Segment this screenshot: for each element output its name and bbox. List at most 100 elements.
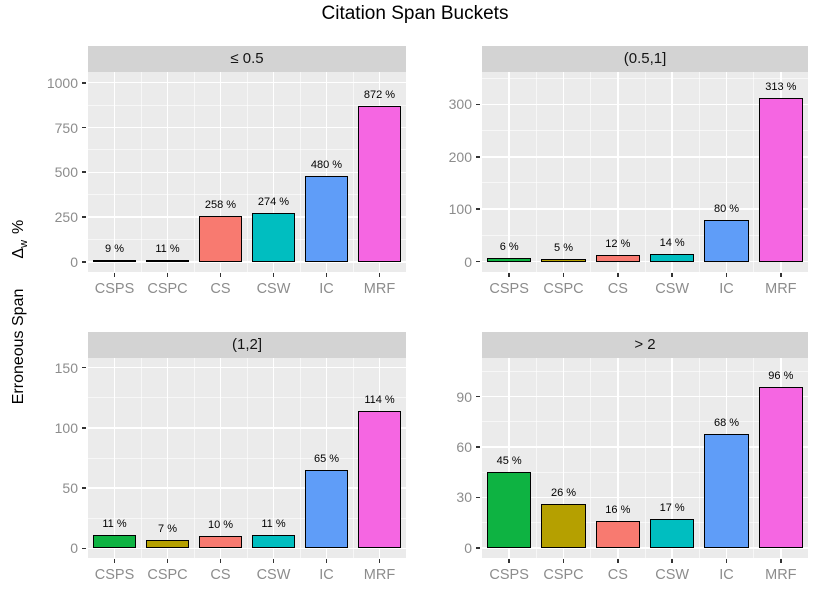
x-tick-label: CSPS (94, 567, 135, 583)
y-tick-mark (476, 208, 480, 210)
gridline-major-vertical (508, 72, 510, 272)
gridline-major-horizontal (88, 81, 406, 84)
bar-value-label: 11 % (102, 518, 127, 531)
x-tick-mark (272, 273, 275, 277)
gridline-major-horizontal (482, 208, 808, 210)
bar-value-label: 16 % (605, 504, 631, 517)
bar-value-label: 7 % (158, 522, 177, 535)
bar (595, 521, 641, 548)
gridline-major-horizontal (88, 487, 406, 489)
bar (541, 258, 586, 262)
y-tick-label: 250 (54, 209, 78, 226)
x-tick-mark (725, 273, 728, 277)
bar-value-label: 11 % (155, 242, 180, 255)
gridline-minor-vertical (698, 358, 700, 558)
gridline-major-vertical (219, 358, 222, 558)
bar-value-label: 14 % (659, 237, 685, 250)
bar (251, 212, 296, 262)
bar (145, 539, 190, 549)
y-tick-label: 100 (54, 419, 78, 436)
x-tick-label: IC (719, 567, 734, 583)
y-tick-mark (82, 216, 86, 218)
x-tick-label: MRF (765, 567, 797, 583)
gridline-major-horizontal (88, 366, 406, 369)
y-tick-label: 1000 (46, 74, 78, 91)
x-tick-mark (671, 273, 673, 277)
x-tick-mark (562, 559, 565, 563)
bar (251, 535, 296, 549)
gridline-major-vertical (113, 358, 116, 558)
gridline-major-horizontal (482, 446, 808, 448)
facet-strip: ≤ 0.5 (88, 46, 406, 72)
x-tick-mark (272, 559, 275, 563)
x-tick-mark (780, 273, 782, 277)
facet-strip: (1,2] (88, 332, 406, 358)
y-tick-label: 0 (464, 253, 472, 270)
x-tick-label: IC (319, 567, 334, 583)
y-tick-mark (82, 81, 86, 84)
bar-value-label: 5 % (554, 241, 573, 254)
bar (758, 97, 804, 262)
x-tick-mark (325, 273, 328, 277)
x-tick-mark (166, 559, 169, 563)
bar (486, 472, 532, 548)
bar (649, 519, 695, 548)
gridline-major-horizontal (482, 156, 808, 158)
gridline-minor-vertical (299, 358, 301, 558)
gridline-minor-vertical (140, 358, 142, 558)
y-tick-label: 750 (54, 119, 78, 136)
y-tick-label: 200 (448, 148, 472, 165)
bar (357, 105, 402, 262)
gridline-major-horizontal (482, 395, 808, 398)
gridline-minor-vertical (698, 72, 700, 272)
gridline-major-vertical (562, 72, 565, 272)
y-tick-mark (82, 487, 86, 489)
bar-value-label: 45 % (496, 455, 522, 468)
y-tick-label: 150 (54, 359, 78, 376)
gridline-major-vertical (272, 358, 275, 558)
x-tick-label: CS (607, 281, 628, 297)
x-tick-label: CSW (256, 281, 291, 297)
facet-panel: 11 % 7 % 10 % 11 % 65 % 114 % (88, 358, 406, 558)
gridline-minor-vertical (193, 358, 195, 558)
x-tick-label: MRF (363, 281, 396, 297)
facet-panel: 9 % 11 % 258 % 274 % 480 % 872 % (88, 72, 406, 272)
x-tick-label: MRF (765, 281, 797, 297)
gridline-major-vertical (617, 358, 619, 558)
facet-panel: 6 % 5 % 12 % 14 % 80 % 313 % (482, 72, 808, 272)
gridline-major-horizontal (482, 260, 808, 263)
bar-value-label: 68 % (713, 416, 740, 429)
gridline-major-vertical (671, 72, 673, 272)
gridline-major-horizontal (88, 126, 406, 129)
bar (145, 259, 190, 262)
x-tick-mark (219, 559, 222, 563)
y-axis-title: Erroneous SpanΔw% (10, 220, 30, 405)
gridline-major-horizontal (88, 171, 406, 174)
bar-value-label: 6 % (499, 241, 519, 254)
gridline-minor-vertical (590, 358, 592, 558)
bar (304, 175, 349, 262)
bar (198, 215, 243, 262)
gridline-major-vertical (272, 72, 275, 272)
bar-value-label: 26 % (550, 487, 577, 500)
gridline-major-horizontal (482, 496, 808, 499)
y-tick-mark (476, 395, 480, 398)
y-tick-mark (82, 126, 86, 129)
x-tick-mark (113, 273, 116, 277)
bar-value-label: 65 % (313, 453, 340, 466)
x-tick-label: MRF (363, 567, 396, 583)
y-tick-label: 0 (70, 540, 78, 557)
bar (704, 433, 749, 548)
x-tick-label: CSPC (147, 567, 188, 583)
gridline-minor-vertical (644, 72, 646, 272)
gridline-minor-vertical (644, 358, 646, 558)
bar-value-label: 12 % (605, 238, 631, 251)
y-tick-mark (82, 427, 86, 429)
x-tick-label: CSPS (489, 281, 529, 297)
bar-value-label: 96 % (768, 369, 794, 382)
x-tick-mark (166, 273, 169, 277)
gridline-major-vertical (166, 72, 169, 272)
bar-value-label: 11 % (261, 518, 286, 531)
x-tick-label: CS (210, 567, 231, 583)
